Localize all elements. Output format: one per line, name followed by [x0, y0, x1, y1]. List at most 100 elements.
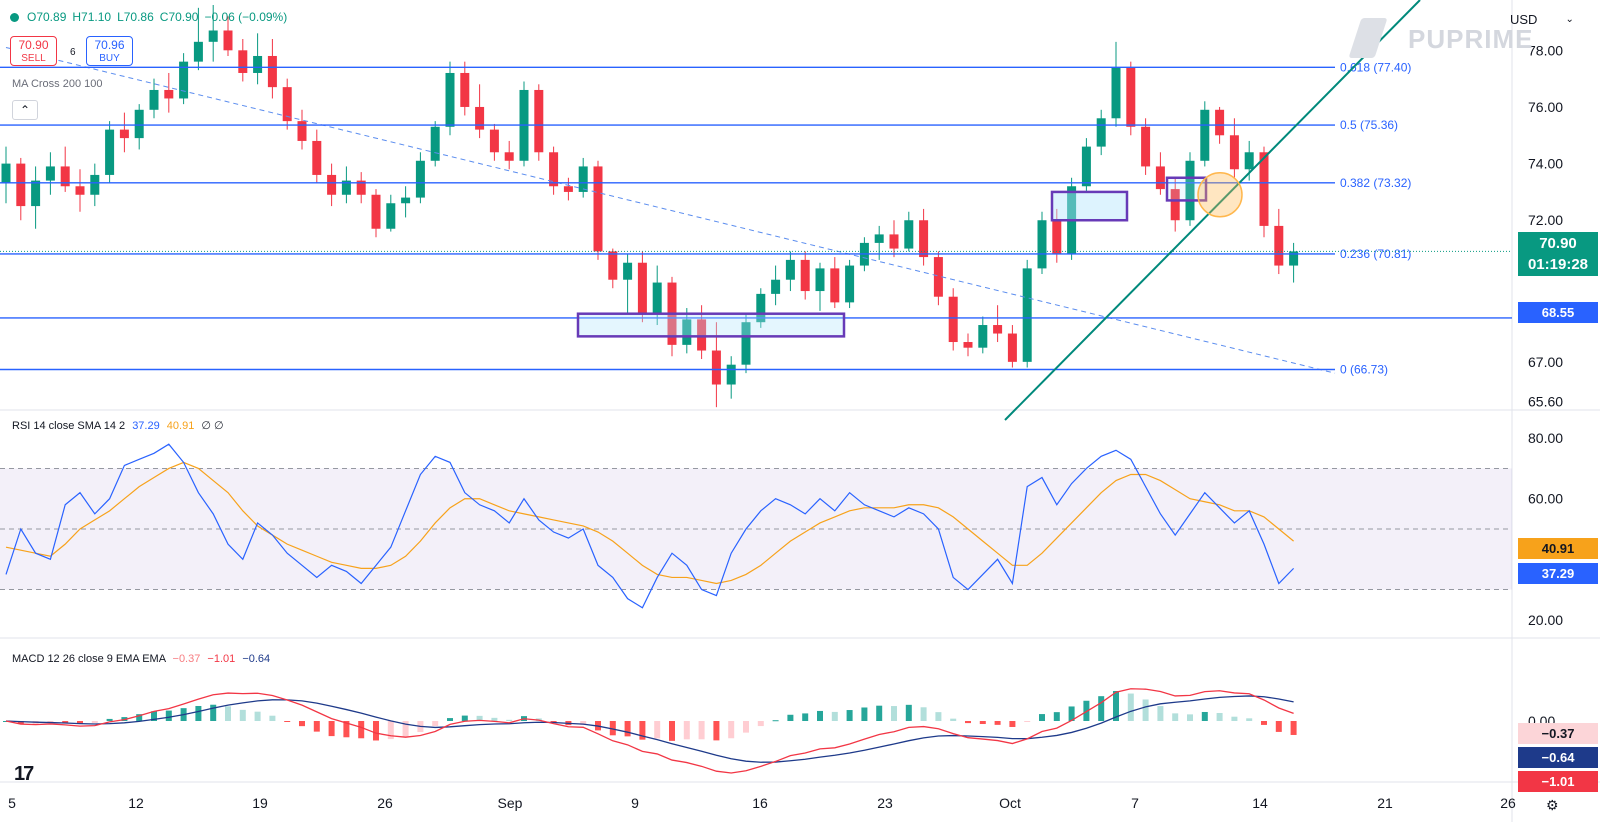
candle-body — [978, 325, 988, 348]
rsi-legend[interactable]: RSI 14 close SMA 14 2 37.29 40.91 ∅ ∅ — [12, 419, 224, 432]
tradingview-logo-icon[interactable]: 17 — [14, 763, 34, 785]
candle-body — [563, 186, 573, 192]
candle — [800, 251, 810, 300]
time-axis-label: 26 — [377, 795, 393, 811]
candle-body — [16, 163, 26, 207]
candle-body — [741, 322, 751, 365]
candle — [1141, 118, 1151, 175]
candle-body — [415, 160, 425, 198]
candle — [208, 5, 218, 62]
rsi-value-tag: 37.29 — [1518, 563, 1598, 584]
candle — [1259, 146, 1269, 238]
candle-body — [578, 166, 588, 192]
candle-body — [711, 350, 721, 385]
open-value: O70.89 — [27, 10, 67, 24]
macd-histogram-bar — [846, 710, 853, 721]
candle — [238, 38, 248, 82]
macd-histogram-bar — [1172, 713, 1179, 721]
macd-histogram-bar — [861, 707, 868, 721]
candle-body — [800, 259, 810, 292]
breakout-zone-box — [1050, 190, 1129, 222]
candle-body — [475, 106, 485, 130]
last-price-tag: 70.90 01:19:28 — [1518, 232, 1598, 276]
candle — [1022, 259, 1032, 368]
price-scale-label: 67.00 — [1528, 354, 1563, 370]
candle-body — [253, 55, 263, 73]
macd-histogram-bar — [62, 721, 69, 724]
brand-watermark: PUPRIME — [1408, 24, 1534, 54]
candle-body — [134, 109, 144, 139]
candle-body — [45, 166, 55, 181]
candle-body — [504, 152, 514, 161]
candle — [1, 146, 11, 204]
ma-cross-indicator-label[interactable]: MA Cross 200 100 — [12, 78, 103, 90]
macd-signal-line — [5, 695, 1294, 763]
candle — [31, 166, 41, 229]
candle-body — [371, 194, 381, 229]
time-axis-label: 12 — [128, 795, 144, 811]
candle-body — [993, 325, 1003, 334]
candle-body — [1037, 220, 1047, 269]
candle-body — [874, 234, 884, 243]
candle-body — [637, 262, 647, 314]
macd-histogram-bar — [225, 706, 231, 721]
sell-button[interactable]: 70.90 SELL — [10, 36, 57, 66]
candle-body — [652, 282, 662, 314]
currency-selector[interactable]: USD ⌄ — [1500, 6, 1594, 32]
candle-body — [1200, 109, 1210, 161]
macd-histogram-bar — [77, 721, 83, 725]
price-scale-label: 65.60 — [1528, 394, 1563, 410]
macd-histogram-bar — [1246, 718, 1253, 721]
candle-body — [1229, 135, 1239, 170]
candle-body — [1022, 268, 1032, 362]
candle — [874, 225, 884, 260]
macd-legend[interactable]: MACD 12 26 close 9 EMA EMA −0.37 −1.01 −… — [12, 653, 270, 665]
chevron-up-icon[interactable]: ⌃ — [12, 100, 38, 120]
macd-histogram-bar — [195, 705, 202, 721]
macd-histogram-bar — [91, 721, 98, 723]
macd-histogram-bar — [891, 706, 897, 721]
rsi-extra: ∅ ∅ — [201, 420, 224, 432]
macd-histogram-bar — [550, 721, 557, 723]
currency-label: USD — [1510, 11, 1538, 27]
candle-body — [401, 197, 411, 204]
candle — [1126, 61, 1136, 136]
candle — [948, 288, 958, 351]
market-status-icon — [10, 12, 19, 22]
candle-body — [386, 203, 396, 229]
candle-body — [489, 129, 499, 153]
candle — [1096, 109, 1106, 156]
candle-body — [460, 72, 470, 107]
time-axis-label: 26 — [1500, 795, 1516, 811]
macd-histogram-bar — [1231, 716, 1238, 721]
candle-body — [889, 234, 899, 249]
candle-body — [312, 140, 322, 175]
macd-histogram-bar — [817, 710, 823, 721]
macd-histogram-bar — [757, 721, 764, 727]
macd-histogram-bar — [920, 707, 927, 721]
buy-button[interactable]: 70.96 BUY — [86, 36, 133, 66]
candle — [1200, 101, 1210, 167]
settings-gear-icon[interactable]: ⚙ — [1546, 797, 1559, 813]
macd-title: MACD 12 26 close 9 EMA EMA — [12, 653, 166, 665]
price-scale-label: 74.00 — [1528, 156, 1563, 172]
candles-series — [1, 5, 1299, 408]
candle-body — [164, 89, 174, 99]
rsi-scale-label: 60.00 — [1528, 491, 1563, 507]
rsi-title: RSI 14 close SMA 14 2 — [12, 420, 126, 432]
macd-histogram-bar — [47, 721, 54, 723]
macd-histogram-bar — [165, 710, 172, 721]
candle-body — [933, 257, 943, 297]
macd-histogram-bar — [1113, 691, 1119, 721]
candle-body — [608, 251, 618, 280]
candle — [549, 146, 559, 195]
sell-price: 70.90 — [18, 38, 49, 52]
candle — [149, 78, 159, 119]
macd-histogram-bar — [269, 715, 276, 721]
macd-histogram-bar — [1275, 721, 1282, 732]
macd-histogram-bar — [1157, 706, 1164, 721]
time-axis-label: 16 — [752, 795, 768, 811]
rsi-line — [5, 443, 1295, 609]
candle — [430, 121, 440, 167]
